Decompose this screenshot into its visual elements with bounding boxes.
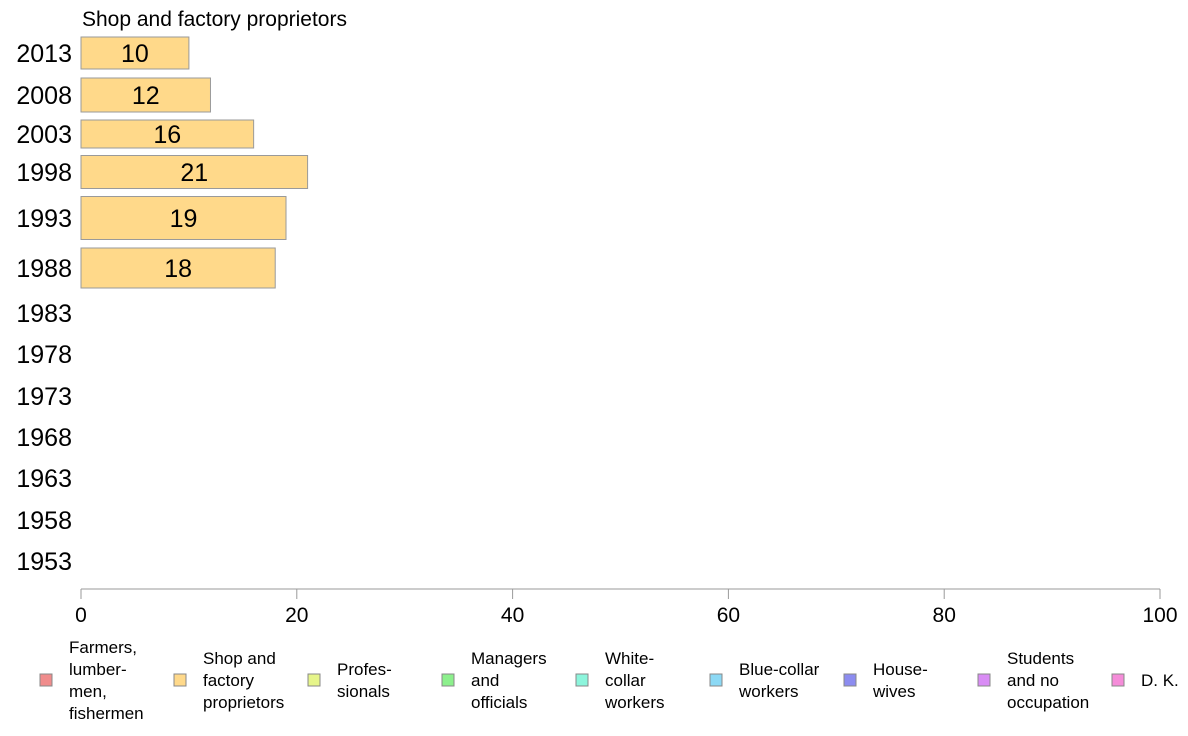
legend-label-line: lumber- [69,660,127,679]
year-label: 1983 [16,300,72,328]
legend-label-line: factory [203,671,255,690]
x-axis: 0 20 40 60 80 100 [75,588,1178,627]
bar [80,119,255,149]
legend-label-line: Managers [471,649,547,668]
legend-label-line: Blue-collar [739,660,820,679]
x-tick-label: 0 [75,604,87,627]
legend-swatch [307,673,321,687]
bar [80,36,190,70]
legend-label-line: and no [1007,671,1059,690]
year-label: 1973 [16,383,72,411]
bar [80,196,287,240]
legend-label-line: sionals [337,682,390,701]
legend-swatch [441,673,455,687]
legend-label-line: officials [471,693,527,712]
legend-label: House-wives [872,660,928,701]
legend-label: D. K. [1141,671,1179,690]
data-label: 16 [153,121,181,149]
legend-label-line: House- [873,660,928,679]
chart-title: Shop and factory proprietors [82,8,347,31]
legend-label-line: men, [69,682,107,701]
legend-label-line: Profes- [337,660,392,679]
legend-swatch [39,673,53,687]
year-label: 2003 [16,121,72,149]
year-label: 1963 [16,465,72,493]
legend-label-line: Shop and [203,649,276,668]
data-label: 10 [121,40,149,68]
legend-swatch [173,673,187,687]
legend-label: Students and no occupation [1007,649,1089,712]
legend-label: Farmers, lumber-men, fishermen [69,638,144,723]
data-label: 21 [180,159,208,187]
legend-label-line: collar [605,671,646,690]
legend-label-line: fishermen [69,704,144,723]
legend-label-line: Students [1007,649,1074,668]
year-label: 1958 [16,507,72,535]
legend-swatch [709,673,723,687]
legend-label-line: workers [604,693,665,712]
x-tick-label: 80 [933,604,956,627]
year-label: 2013 [16,40,72,68]
legend-swatch [1111,673,1125,687]
data-label: 18 [164,255,192,283]
legend-label-line: White- [605,649,654,668]
legend-label-line: workers [738,682,799,701]
bar [80,247,276,289]
year-label: 1993 [16,205,72,233]
legend-label: Shop and factory proprietors [203,649,284,712]
bar [80,155,309,189]
year-label: 1978 [16,341,72,369]
bar [80,77,211,113]
x-tick-label: 20 [285,604,308,627]
legend-label: Profes-sionals [337,660,392,701]
legend-label-line: Farmers, [69,638,137,657]
year-labels: 2013 2008 2003 1998 1993 1988 1983 1978 1973 1968… [16,40,72,576]
legend-label: Managers and officials [471,649,547,712]
legend: Farmers, lumber-men, fishermen Shop and fact… [39,638,1179,723]
bars: 10 12 16 21 19 18 [80,36,309,289]
x-tick-label: 60 [717,604,740,627]
legend-swatch [575,673,589,687]
legend-swatch [977,673,991,687]
legend-label-line: occupation [1007,693,1089,712]
legend-label-line: and [471,671,499,690]
x-tick-label: 100 [1142,604,1177,627]
year-label: 1968 [16,424,72,452]
legend-label-line: proprietors [203,693,284,712]
year-label: 1988 [16,255,72,283]
year-label: 1998 [16,159,72,187]
data-label: 19 [170,205,198,233]
legend-label-line: wives [872,682,916,701]
year-label: 2008 [16,82,72,110]
legend-label: White-collar workers [604,649,665,712]
x-tick-label: 40 [501,604,524,627]
data-label: 12 [132,82,160,110]
legend-label-line: D. K. [1141,671,1179,690]
year-label: 1953 [16,548,72,576]
legend-label: Blue-collar workers [738,660,820,701]
legend-swatch [843,673,857,687]
